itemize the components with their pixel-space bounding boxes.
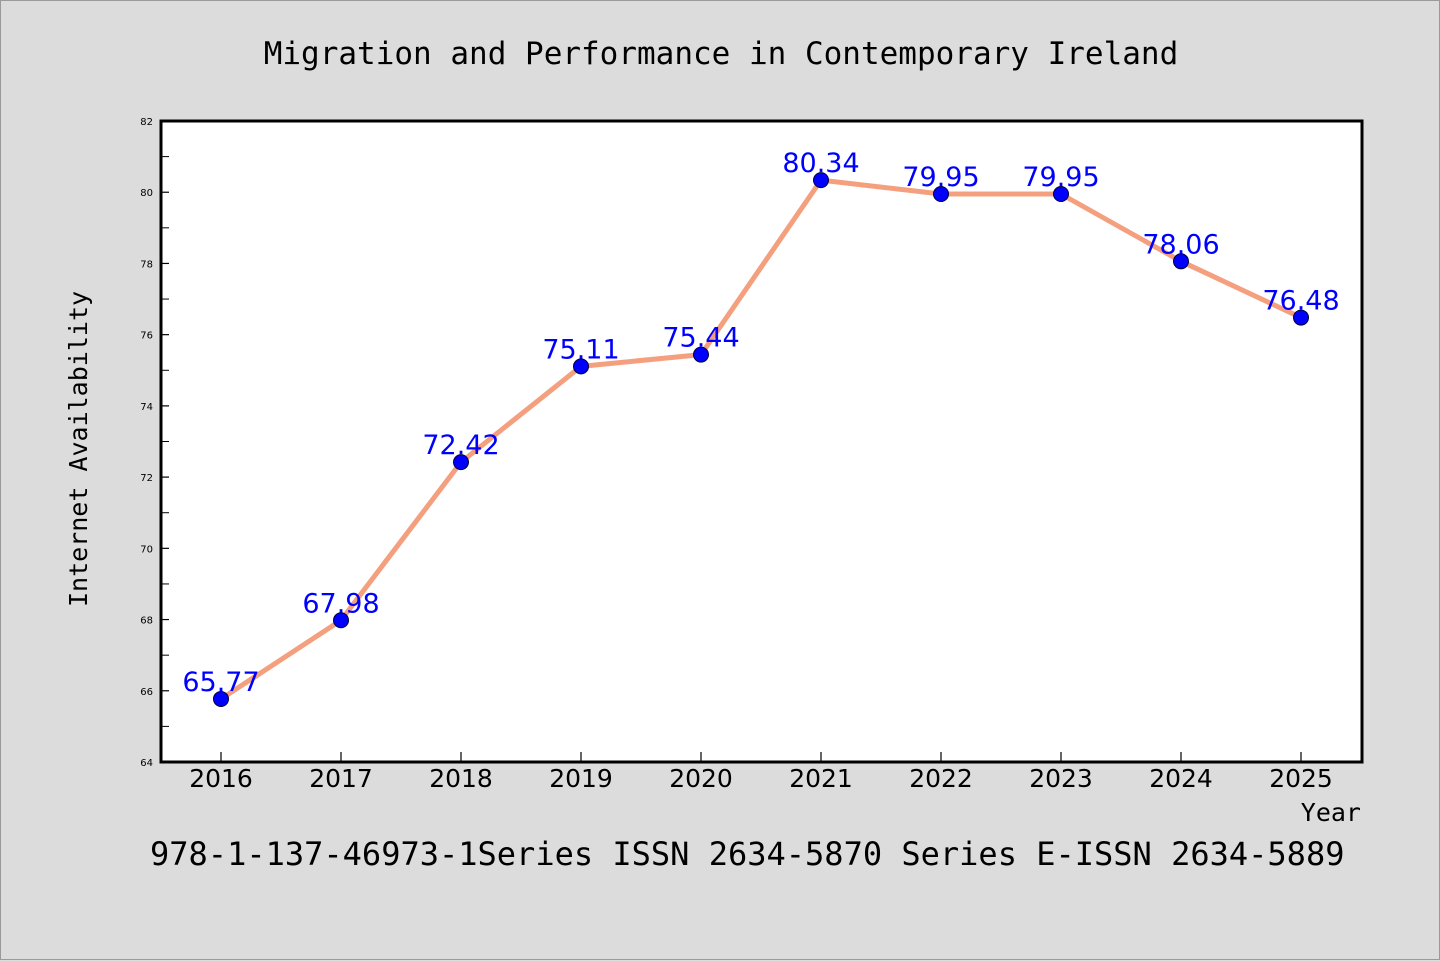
y-tick-label: 64 [140, 758, 153, 769]
data-label: 78.06 [1142, 229, 1219, 260]
x-tick-label: 2019 [549, 764, 613, 793]
isbn-footer: 978-1-137-46973-1Series ISSN 2634-5870 S… [150, 835, 1344, 873]
y-tick-label: 68 [140, 616, 153, 627]
data-point [693, 346, 709, 363]
y-tick-label: 78 [140, 259, 153, 270]
data-label: 80.34 [782, 148, 859, 179]
data-label: 79.95 [1022, 162, 1099, 193]
y-tick-label: 82 [140, 117, 153, 128]
data-point [813, 172, 829, 189]
x-tick-label: 2017 [309, 764, 373, 793]
x-tick-label: 2024 [1149, 764, 1213, 793]
data-label: 67.98 [302, 588, 379, 619]
chart-title: Migration and Performance in Contemporar… [264, 36, 1179, 72]
data-label: 72.42 [422, 430, 499, 461]
x-tick-label: 2025 [1269, 764, 1333, 793]
y-tick-label: 66 [140, 687, 153, 698]
x-tick-label: 2020 [669, 764, 733, 793]
y-tick-label: 70 [140, 544, 153, 555]
data-label: 75.44 [662, 323, 739, 354]
data-point [1173, 253, 1189, 270]
data-label: 65.77 [182, 667, 259, 698]
data-labels: 65.77 67.98 72.42 75.11 75.44 80.34 79.95 79.95… [182, 148, 1339, 698]
data-point [1293, 309, 1309, 326]
plot-area [159, 119, 1364, 764]
y-tick-label: 80 [140, 188, 153, 199]
x-tick-label: 2018 [429, 764, 493, 793]
data-label: 79.95 [902, 162, 979, 193]
series-polyline [218, 177, 1304, 702]
y-tick-label: 76 [140, 331, 153, 342]
x-axis-label: Year [1301, 798, 1361, 827]
x-tick-label: 2021 [789, 764, 853, 793]
y-tick-label: 72 [140, 473, 153, 484]
y-axis: 64 66 68 70 72 74 76 78 80 82 [140, 117, 169, 769]
x-tick-label: 2016 [189, 764, 253, 793]
y-axis-label: Internet Availability [64, 291, 93, 607]
data-label: 76.48 [1262, 286, 1339, 317]
series-markers [213, 172, 1309, 707]
x-axis: 2016 2017 2018 2019 2020 2021 2022 2023 2024 2025 [189, 752, 1333, 793]
data-point [573, 358, 589, 375]
series-line [218, 177, 1304, 702]
data-point [453, 454, 469, 471]
data-label: 75.11 [542, 334, 619, 365]
data-point [933, 186, 949, 203]
data-point [213, 690, 229, 707]
x-tick-label: 2022 [909, 764, 973, 793]
data-point [333, 612, 349, 629]
x-tick-label: 2023 [1029, 764, 1093, 793]
data-point [1053, 186, 1069, 203]
y-tick-label: 74 [140, 402, 153, 413]
